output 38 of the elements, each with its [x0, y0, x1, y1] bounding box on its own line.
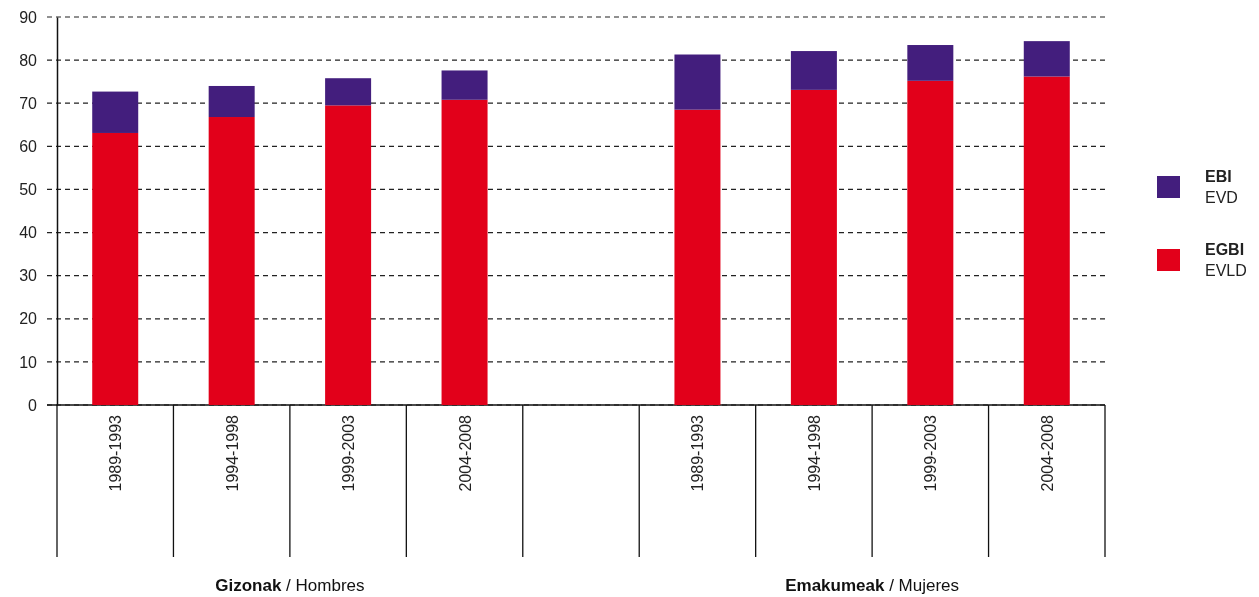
text: Gizonak / Hombres: [215, 576, 365, 595]
x-tick-label: 1989-1993: [689, 414, 707, 492]
y-tick-label: 50: [19, 181, 38, 199]
bar: [208, 117, 255, 405]
bar: [1023, 76, 1070, 405]
legend-label: EGBI EVLD: [1205, 241, 1247, 279]
y-tick-label: 10: [19, 353, 38, 371]
x-tick-label: 1994-1998: [223, 414, 241, 492]
bar: [790, 51, 837, 90]
x-tick-label: 1999-2003: [922, 414, 940, 492]
x-tick-label: 2004-2008: [456, 414, 474, 492]
text: Emakumeak / Mujeres: [785, 576, 960, 595]
x-tick-label: 1989-1993: [107, 414, 125, 492]
y-tick-label: 40: [19, 224, 38, 242]
bar: [92, 132, 139, 405]
bar: [907, 45, 954, 81]
bar: [1023, 41, 1070, 77]
y-tick-label: 80: [19, 51, 38, 69]
y-tick-label: 20: [19, 310, 38, 328]
bar: [92, 91, 139, 133]
bar: [441, 70, 488, 100]
bar: [208, 85, 255, 118]
bar: [325, 105, 372, 405]
y-tick-label: 0: [28, 396, 38, 414]
x-tick-label: 2004-2008: [1038, 414, 1056, 492]
y-tick-label: 60: [19, 137, 38, 155]
x-tick-label: 1999-2003: [340, 414, 358, 492]
bar: [907, 80, 954, 405]
x-tick-label: 1994-1998: [805, 414, 823, 492]
bar: [441, 99, 488, 405]
bar: [325, 78, 372, 106]
bar: [790, 89, 837, 405]
bar: [674, 109, 721, 405]
bar: [674, 54, 721, 110]
y-tick-label: 70: [19, 94, 38, 112]
legend-label: EBI EVD: [1205, 168, 1238, 206]
y-tick-label: 90: [19, 8, 38, 26]
y-tick-label: 30: [19, 267, 38, 285]
